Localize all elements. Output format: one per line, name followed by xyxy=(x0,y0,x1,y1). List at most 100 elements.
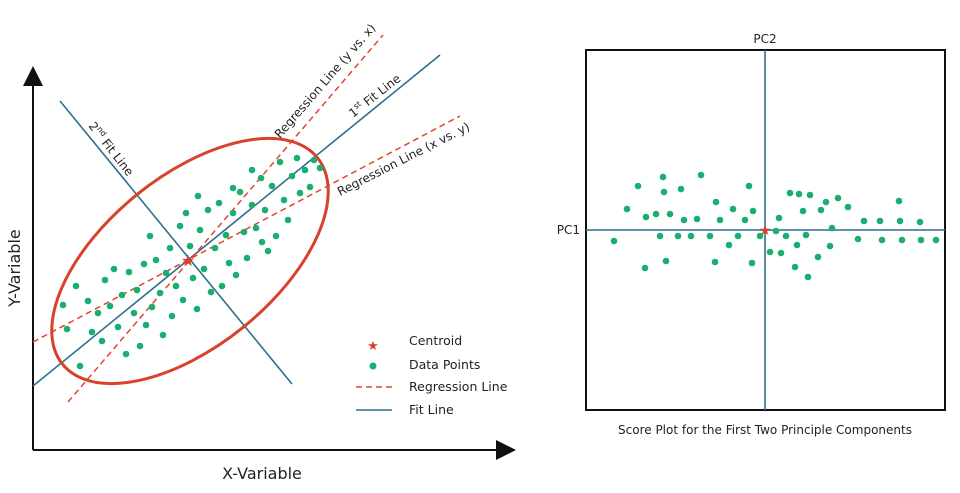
left-data-point xyxy=(172,282,180,290)
score-data-point xyxy=(677,185,685,193)
left-data-point xyxy=(243,254,251,262)
score-data-point xyxy=(660,188,668,196)
left-data-point xyxy=(229,184,237,192)
score-data-point xyxy=(834,194,842,202)
pc1-label: PC1 xyxy=(557,223,580,237)
left-data-point xyxy=(140,260,148,268)
score-data-point xyxy=(641,264,649,272)
left-data-point xyxy=(122,350,130,358)
left-data-point xyxy=(248,166,256,174)
left-data-point xyxy=(142,321,150,329)
score-data-point xyxy=(828,224,836,232)
left-data-point xyxy=(133,286,141,294)
left-data-point xyxy=(59,301,67,309)
left-data-point xyxy=(196,226,204,234)
left-data-point xyxy=(207,288,215,296)
left-data-point xyxy=(84,297,92,305)
score-data-point xyxy=(854,235,862,243)
score-data-point xyxy=(806,191,814,199)
left-data-point xyxy=(193,305,201,313)
left-data-point xyxy=(76,362,84,370)
confidence-ellipse xyxy=(50,136,330,386)
score-data-point xyxy=(756,232,764,240)
score-data-point xyxy=(706,232,714,240)
left-data-point xyxy=(63,325,71,333)
left-data-point xyxy=(101,276,109,284)
score-data-point xyxy=(656,232,664,240)
score-data-point xyxy=(666,210,674,218)
score-data-point xyxy=(716,216,724,224)
left-data-point xyxy=(118,291,126,299)
second-fit-line-label: 2nd Fit Line xyxy=(86,119,138,179)
legend-regression-label: Regression Line xyxy=(409,379,508,394)
right-panel: PC2 PC1 ★ Score Plot for the First Two P… xyxy=(557,32,946,437)
left-data-point xyxy=(186,242,194,250)
score-data-point xyxy=(782,232,790,240)
score-data-point xyxy=(734,232,742,240)
score-data-point xyxy=(711,258,719,266)
score-centroid-star: ★ xyxy=(759,223,772,239)
score-data-point xyxy=(814,253,822,261)
left-data-point xyxy=(106,302,114,310)
score-data-point xyxy=(610,237,618,245)
left-data-point xyxy=(136,342,144,350)
left-data-point xyxy=(130,309,138,317)
left-data-point xyxy=(284,216,292,224)
score-data-point xyxy=(878,236,886,244)
score-data-point xyxy=(634,182,642,190)
score-data-point xyxy=(772,227,780,235)
left-data-point xyxy=(293,154,301,162)
score-data-point xyxy=(876,217,884,225)
left-data-point xyxy=(257,174,265,182)
left-data-point xyxy=(215,199,223,207)
left-data-point xyxy=(268,182,276,190)
left-data-point xyxy=(148,303,156,311)
score-data-point xyxy=(652,210,660,218)
left-data-point xyxy=(222,231,230,239)
left-data-point xyxy=(88,328,96,336)
left-data-point xyxy=(229,209,237,217)
left-data-point xyxy=(306,183,314,191)
left-data-point xyxy=(264,247,272,255)
left-data-point xyxy=(166,244,174,252)
left-data-point xyxy=(310,156,318,164)
second-fit-line xyxy=(59,100,293,385)
first-fit-line-label: 1st Fit Line xyxy=(346,71,404,121)
score-data-point xyxy=(791,263,799,271)
left-data-point xyxy=(182,209,190,217)
left-data-point xyxy=(159,331,167,339)
score-data-points xyxy=(610,171,940,281)
left-data-point xyxy=(218,282,226,290)
left-data-point xyxy=(98,337,106,345)
score-data-point xyxy=(917,236,925,244)
left-data-point xyxy=(276,158,284,166)
score-data-point xyxy=(766,248,774,256)
score-data-point xyxy=(799,207,807,215)
score-data-point xyxy=(777,249,785,257)
legend-data-point-marker xyxy=(369,362,377,370)
left-data-point xyxy=(248,201,256,209)
left-data-point xyxy=(301,166,309,174)
x-axis-label: X-Variable xyxy=(222,464,302,483)
regression-x-vs-y-label: Regression Line (x vs. y) xyxy=(335,120,472,199)
score-data-point xyxy=(697,171,705,179)
score-data-point xyxy=(745,182,753,190)
left-data-point xyxy=(258,238,266,246)
left-data-point xyxy=(152,256,160,264)
score-data-point xyxy=(623,205,631,213)
left-data-point xyxy=(72,282,80,290)
score-data-point xyxy=(729,205,737,213)
left-data-point xyxy=(146,232,154,240)
left-data-point xyxy=(162,269,170,277)
left-data-point xyxy=(288,172,296,180)
left-data-point xyxy=(200,265,208,273)
score-data-point xyxy=(725,241,733,249)
score-data-point xyxy=(793,241,801,249)
left-data-point xyxy=(179,296,187,304)
left-data-point xyxy=(296,189,304,197)
score-data-point xyxy=(786,189,794,197)
left-data-point xyxy=(272,232,280,240)
left-data-point xyxy=(194,192,202,200)
legend-fit-line-label: Fit Line xyxy=(409,402,454,417)
score-data-point xyxy=(659,173,667,181)
